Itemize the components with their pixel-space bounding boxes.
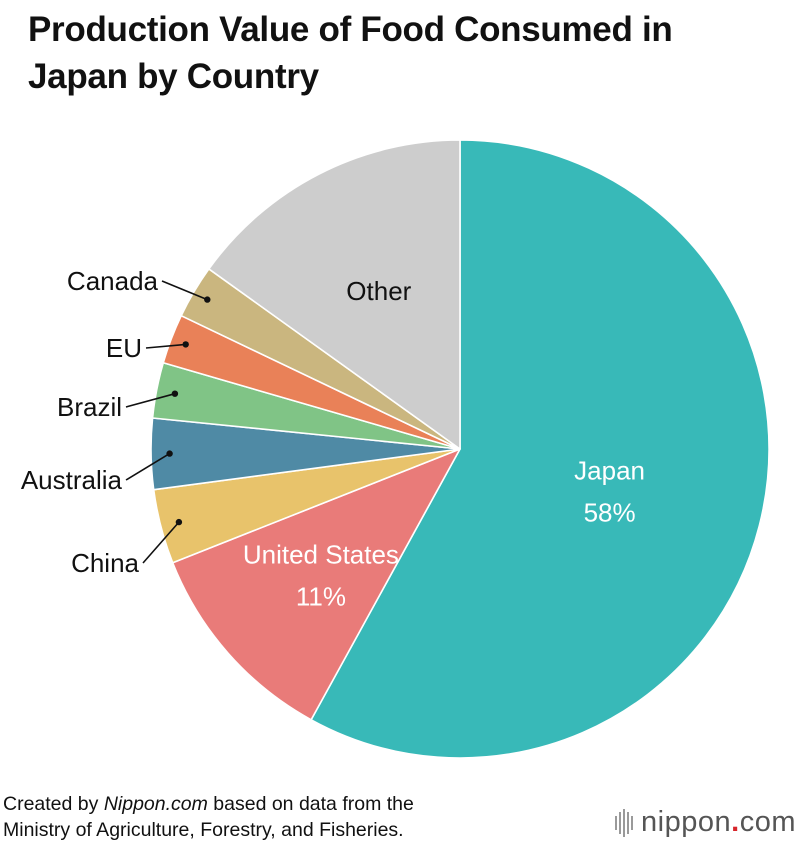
pie-slice-united-states (171, 448, 461, 721)
logo-bars-icon (615, 808, 634, 837)
slice-label-china: China (71, 548, 139, 578)
leader-dot-brazil (171, 390, 179, 397)
leader-dot-australia (166, 450, 173, 457)
slice-value-japan: 58% (584, 497, 636, 527)
slice-label-canada: Canada (67, 266, 159, 296)
slice-label-australia: Australia (21, 465, 123, 495)
pie-slice-other (208, 139, 461, 450)
logo-wordmark: nippon.com (641, 806, 796, 838)
leader-dot-eu (182, 341, 189, 348)
nippon-logo: nippon.com (615, 806, 796, 839)
source-note-line-2: Ministry of Agriculture, Forestry, and F… (3, 819, 404, 841)
leader-line-canada (161, 280, 208, 301)
slice-label-united-states: United States (243, 540, 399, 570)
source-name: Nippon.com (103, 793, 208, 815)
leader-dot-canada (204, 296, 211, 303)
leader-line-china (142, 521, 180, 564)
source-note-line-1: Created by Nippon.com based on data from… (3, 793, 414, 815)
leader-line-eu (145, 343, 186, 349)
leader-dot-china (175, 518, 183, 526)
slice-label-other: Other (346, 276, 411, 306)
leader-line-australia (125, 452, 171, 481)
leader-line-brazil (125, 392, 176, 408)
slice-label-japan: Japan (574, 455, 645, 485)
chart-title-line-1: Production Value of Food Consumed in (28, 10, 673, 49)
slice-label-brazil: Brazil (57, 392, 122, 422)
chart-title-line-2: Japan by Country (28, 57, 319, 96)
chart-title: Production Value of Food Consumed in Jap… (28, 6, 788, 100)
slice-value-united-states: 11% (296, 582, 346, 612)
slice-label-eu: EU (106, 333, 142, 363)
pie-slice-japan (310, 139, 770, 759)
source-note: Created by Nippon.com based on data from… (3, 791, 414, 843)
